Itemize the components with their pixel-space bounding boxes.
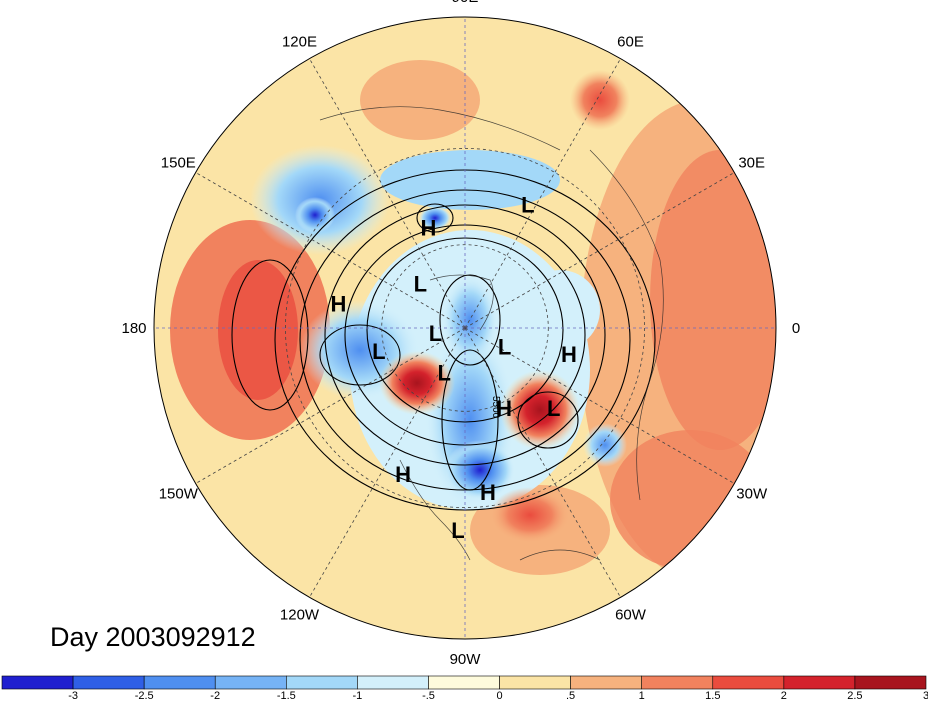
low-pressure-marker: L (414, 271, 427, 296)
meridian-line (464, 327, 735, 484)
colorbar: -3 -2.5 -2 -1.5 -1 -.5 0 .5 1 1.5 2 2.5 3 (1, 675, 928, 702)
colorbar-tick-label: -3 (68, 690, 78, 702)
colorbar-swatch (499, 675, 571, 690)
colorbar-tick-label: 2 (781, 690, 787, 702)
meridian-line (464, 327, 621, 598)
longitude-label: 60W (615, 607, 647, 624)
colorbar-swatch (783, 675, 856, 690)
meridian-line (195, 172, 466, 329)
longitude-label: 150E (161, 155, 196, 172)
longitude-label: 90E (452, 0, 479, 6)
colorbar-swatch (357, 675, 429, 690)
longitude-label: 180 (121, 320, 146, 337)
latitude-circle (381, 244, 549, 412)
low-pressure-marker: L (372, 339, 385, 364)
colorbar-tick-label: 0 (496, 690, 502, 702)
high-pressure-marker: H (331, 291, 347, 316)
colorbar-swatch (570, 675, 642, 690)
meridian-line (309, 327, 466, 598)
colorbar-swatch (428, 675, 500, 690)
colorbar-swatch (72, 675, 145, 690)
colorbar-tick-label: 3 (923, 690, 928, 702)
longitude-label: 30E (738, 155, 765, 172)
longitude-label: 120W (280, 607, 320, 624)
colorbar-tick-label: 1 (639, 690, 645, 702)
meridian-line (464, 58, 621, 329)
longitude-label: 90W (450, 651, 482, 668)
colorbar-tick-label: 1.5 (705, 690, 720, 702)
meridian-line (464, 172, 735, 329)
colorbar-swatch (286, 675, 358, 690)
colorbar-swatch (1, 675, 74, 690)
colorbar-tick-label: .5 (566, 690, 575, 702)
high-pressure-marker: H (480, 480, 496, 505)
colorbar-tick-label: -2 (210, 690, 220, 702)
colorbar-swatch (641, 675, 714, 690)
contour-label: 5500 (490, 396, 501, 419)
map-boundary-circle (153, 16, 777, 640)
colorbar-tick-label: -1.5 (277, 690, 296, 702)
meridian-line (195, 327, 466, 484)
high-pressure-marker: H (561, 342, 577, 367)
longitude-label: 150W (159, 486, 199, 503)
longitude-label: 60E (617, 33, 644, 50)
longitude-labels: 90E 60E 30E 0 30W 60W 90W 120W 150W 180 150E 120E (121, 0, 800, 668)
longitude-label: 30W (736, 486, 768, 503)
low-pressure-marker: L (498, 335, 511, 360)
high-pressure-marker: H (420, 215, 436, 240)
colorbar-tick-label: -1 (353, 690, 363, 702)
low-pressure-marker: L (451, 518, 464, 543)
colorbar-swatch (214, 675, 287, 690)
colorbar-tick-label: -2.5 (135, 690, 154, 702)
high-pressure-marker: H (395, 462, 411, 487)
graticule-lines (154, 17, 776, 639)
colorbar-swatch (712, 675, 785, 690)
longitude-label: 120E (282, 33, 317, 50)
low-pressure-marker: L (429, 321, 442, 346)
low-pressure-marker: L (547, 396, 560, 421)
anomaly-field (154, 17, 776, 639)
high-pressure-marker: H (496, 396, 512, 421)
colorbar-swatch (143, 675, 216, 690)
colorbar-swatch (854, 675, 927, 690)
longitude-label: 0 (792, 320, 800, 337)
low-pressure-marker: L (521, 193, 534, 218)
latitude-circle (284, 147, 646, 509)
day-label: Day 2003092912 (50, 622, 256, 652)
meridian-line (309, 58, 466, 329)
colorbar-tick-label: -.5 (422, 690, 435, 702)
colorbar-tick-label: 2.5 (847, 690, 862, 702)
low-pressure-marker: L (437, 361, 450, 386)
